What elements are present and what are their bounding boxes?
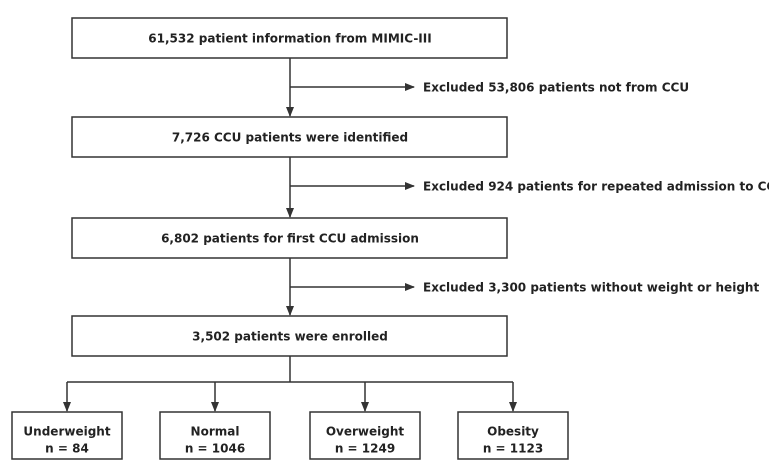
group-box xyxy=(11,411,123,460)
connectors xyxy=(63,58,517,412)
group-count: n = 84 xyxy=(45,442,89,456)
group-name: Overweight xyxy=(326,425,405,439)
group-count: n = 1123 xyxy=(483,442,543,456)
box xyxy=(71,116,508,158)
box-label: 6,802 patients for first CCU admission xyxy=(161,232,419,246)
box-label: 3,502 patients were enrolled xyxy=(192,330,388,344)
group-count: n = 1249 xyxy=(335,442,395,456)
group-name: Obesity xyxy=(487,425,539,439)
box-label: 61,532 patient information from MIMIC-II… xyxy=(148,32,431,46)
box-label: 7,726 CCU patients were identified xyxy=(172,131,408,145)
group-count: n = 1046 xyxy=(185,442,245,456)
exclusion-label: Excluded 3,300 patients without weight o… xyxy=(423,281,759,295)
box xyxy=(71,217,508,259)
group-box xyxy=(309,411,421,460)
exclusions: Excluded 53,806 patients not from CCU Ex… xyxy=(423,81,769,295)
groups: Underweight n = 84 Normal n = 1046 Overw… xyxy=(11,411,569,460)
main-boxes: 61,532 patient information from MIMIC-II… xyxy=(71,17,508,357)
exclusion-label: Excluded 53,806 patients not from CCU xyxy=(423,81,689,95)
box xyxy=(71,315,508,357)
group-name: Normal xyxy=(191,425,240,439)
group-name: Underweight xyxy=(23,425,110,439)
group-box xyxy=(159,411,271,460)
group-box xyxy=(457,411,569,460)
exclusion-label: Excluded 924 patients for repeated admis… xyxy=(423,180,769,194)
box xyxy=(71,17,508,59)
